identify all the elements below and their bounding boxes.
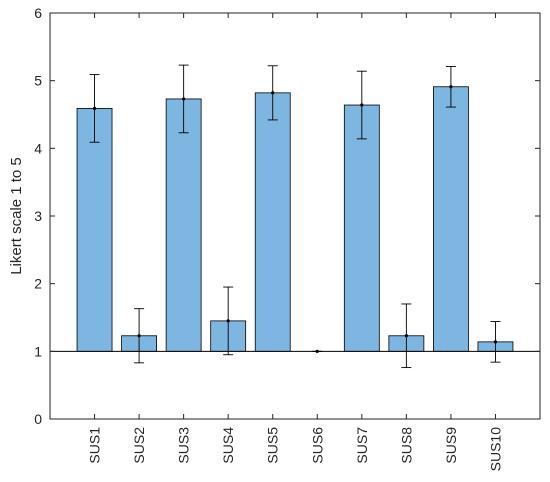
error-bar-sus10 <box>490 321 501 363</box>
error-bar-sus1 <box>89 74 100 143</box>
error-bar-sus6 <box>312 349 323 353</box>
y-tick-label: 2 <box>34 276 42 292</box>
bar-sus7 <box>343 104 380 352</box>
error-bar-mean-dot <box>360 103 364 107</box>
error-bar-mean-dot <box>182 97 186 101</box>
error-bar-sus4 <box>223 286 234 356</box>
bars-layer <box>76 86 514 352</box>
y-axis-label: Likert scale 1 to 5 <box>8 157 25 275</box>
y-tick-label: 4 <box>34 140 42 156</box>
x-tick-label-sus5: SUS5 <box>265 427 281 464</box>
axes-layer <box>49 12 541 420</box>
x-tick-label-sus3: SUS3 <box>176 427 192 464</box>
error-bar-mean-dot <box>449 85 453 89</box>
y-tick-label: 6 <box>34 5 42 21</box>
error-bar-mean-dot <box>315 349 319 353</box>
x-tick-label-sus8: SUS8 <box>398 427 414 464</box>
error-bar-mean-dot <box>493 340 498 344</box>
error-bar-mean-dot <box>137 334 141 338</box>
error-bar-mean-dot <box>226 319 230 323</box>
error-bar-mean-dot <box>92 106 97 111</box>
x-tick-label-sus9: SUS9 <box>443 427 459 464</box>
bar-sus5 <box>254 92 291 352</box>
error-bar-sus7 <box>356 70 367 140</box>
y-tick-label: 5 <box>34 73 42 89</box>
x-tick-label-sus6: SUS6 <box>309 427 325 464</box>
bar-sus1 <box>76 108 113 352</box>
x-tick-label-sus1: SUS1 <box>87 427 103 464</box>
error-bars-layer <box>89 64 501 369</box>
error-bar-sus8 <box>401 303 412 369</box>
y-tick-label: 0 <box>34 411 42 427</box>
x-tick-label-sus4: SUS4 <box>220 427 236 464</box>
error-bar-sus9 <box>445 66 456 108</box>
bar-sus3 <box>165 98 202 352</box>
error-bar-mean-dot <box>404 334 408 338</box>
x-tick-label-sus10: SUS10 <box>487 427 503 472</box>
y-tick-label: 1 <box>34 343 42 359</box>
x-tick-label-sus2: SUS2 <box>131 427 147 464</box>
error-bar-sus2 <box>134 308 145 364</box>
tick-labels-layer: 0 1 2 3 4 5 6 SUS1 SUS2 SUS3 SUS4 SUS5 SUS6 SUS7 SUS8 S… <box>34 5 503 471</box>
y-tick-label: 3 <box>34 208 42 224</box>
x-tick-label-sus7: SUS7 <box>354 427 370 464</box>
error-bar-sus3 <box>178 64 189 134</box>
error-bar-sus5 <box>267 65 278 121</box>
bar-sus9 <box>433 86 469 352</box>
error-bar-mean-dot <box>271 91 275 95</box>
